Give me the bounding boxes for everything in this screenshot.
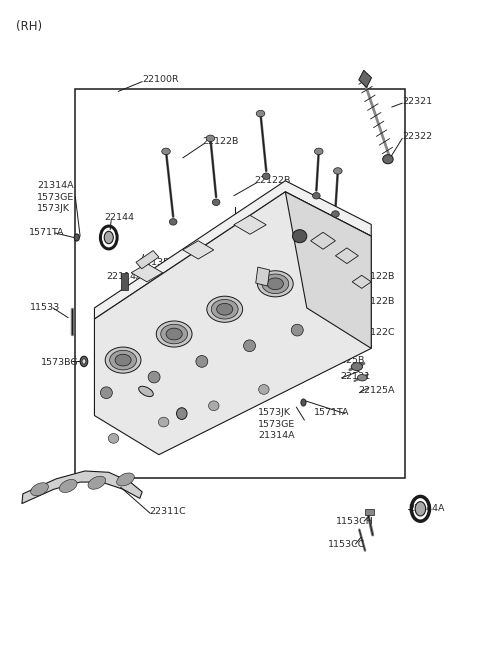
Text: 22122B: 22122B — [359, 272, 395, 281]
Text: 22129: 22129 — [311, 235, 341, 244]
Ellipse shape — [158, 417, 169, 427]
Ellipse shape — [207, 296, 242, 322]
Polygon shape — [336, 248, 359, 263]
Ellipse shape — [169, 219, 177, 225]
Ellipse shape — [196, 356, 208, 367]
Text: 21314A: 21314A — [258, 431, 295, 440]
Text: 22133: 22133 — [245, 282, 275, 291]
Ellipse shape — [358, 375, 367, 381]
Text: 1573GE: 1573GE — [258, 420, 295, 428]
Ellipse shape — [312, 193, 320, 199]
Ellipse shape — [117, 473, 134, 486]
Ellipse shape — [301, 399, 306, 406]
Ellipse shape — [108, 434, 119, 443]
Bar — [365, 509, 373, 515]
Bar — [75, 90, 405, 477]
Polygon shape — [183, 241, 214, 259]
Ellipse shape — [162, 148, 170, 155]
Polygon shape — [95, 192, 371, 455]
Ellipse shape — [206, 135, 215, 141]
Ellipse shape — [291, 324, 303, 336]
Text: 1153CC: 1153CC — [328, 540, 366, 548]
Ellipse shape — [82, 359, 86, 364]
Polygon shape — [22, 471, 142, 504]
Ellipse shape — [351, 363, 363, 371]
Ellipse shape — [148, 371, 160, 383]
Text: 22144A: 22144A — [408, 504, 444, 514]
Ellipse shape — [334, 168, 342, 174]
Ellipse shape — [212, 199, 220, 206]
Text: 22131: 22131 — [340, 372, 371, 381]
Text: 11533: 11533 — [30, 303, 60, 312]
Bar — [120, 273, 128, 290]
Ellipse shape — [177, 407, 187, 419]
Text: 22122B: 22122B — [254, 176, 291, 185]
Ellipse shape — [257, 271, 293, 297]
Text: 22115A: 22115A — [221, 252, 257, 260]
Ellipse shape — [88, 476, 106, 489]
Ellipse shape — [31, 483, 48, 496]
Text: 22113A: 22113A — [147, 416, 183, 424]
Ellipse shape — [208, 401, 219, 411]
Text: 22322: 22322 — [402, 132, 432, 141]
Ellipse shape — [74, 234, 79, 241]
Text: 22122B: 22122B — [202, 137, 238, 146]
Text: 1571TA: 1571TA — [29, 229, 65, 237]
Ellipse shape — [115, 354, 131, 366]
Text: (RH): (RH) — [16, 20, 42, 33]
Bar — [359, 70, 372, 87]
Text: 1153CH: 1153CH — [336, 517, 373, 527]
Polygon shape — [95, 181, 371, 319]
Polygon shape — [234, 215, 266, 234]
Ellipse shape — [262, 274, 289, 293]
Ellipse shape — [383, 155, 393, 164]
Text: 1573BG: 1573BG — [40, 358, 78, 367]
Ellipse shape — [415, 502, 426, 516]
Ellipse shape — [211, 299, 238, 319]
Text: 22144: 22144 — [104, 214, 134, 223]
Text: 22112A: 22112A — [95, 393, 131, 402]
Text: 22122B: 22122B — [292, 217, 329, 226]
Text: 22122C: 22122C — [359, 328, 395, 337]
Polygon shape — [285, 192, 371, 348]
Ellipse shape — [80, 356, 88, 367]
Polygon shape — [131, 263, 163, 282]
Ellipse shape — [314, 148, 323, 155]
Ellipse shape — [332, 211, 339, 217]
Text: 1571TA: 1571TA — [314, 408, 349, 417]
Text: 1573JK: 1573JK — [37, 204, 70, 214]
Ellipse shape — [216, 303, 233, 315]
Text: 22321: 22321 — [402, 98, 432, 106]
Text: 22100R: 22100R — [142, 75, 179, 84]
Text: 22135: 22135 — [140, 258, 170, 267]
Ellipse shape — [156, 321, 192, 347]
Text: 22125B: 22125B — [328, 356, 365, 365]
Polygon shape — [136, 251, 159, 269]
Ellipse shape — [292, 230, 307, 243]
Polygon shape — [311, 233, 336, 250]
Text: 1573GE: 1573GE — [37, 193, 74, 202]
Text: 21314A: 21314A — [37, 181, 74, 190]
Ellipse shape — [100, 387, 112, 399]
Text: 22125A: 22125A — [359, 386, 395, 395]
Ellipse shape — [60, 479, 77, 493]
Text: 22122B: 22122B — [359, 297, 395, 306]
Ellipse shape — [105, 347, 141, 373]
Ellipse shape — [259, 384, 269, 394]
Ellipse shape — [256, 110, 265, 117]
Ellipse shape — [109, 350, 136, 370]
Text: 1573JK: 1573JK — [258, 408, 291, 417]
Text: 22311C: 22311C — [149, 507, 186, 516]
Ellipse shape — [267, 278, 283, 290]
Ellipse shape — [139, 386, 153, 396]
Bar — [256, 267, 270, 286]
Ellipse shape — [263, 173, 270, 179]
Ellipse shape — [161, 324, 188, 344]
Polygon shape — [352, 275, 371, 288]
Ellipse shape — [104, 231, 113, 244]
Text: 22114A: 22114A — [107, 272, 143, 281]
Ellipse shape — [243, 340, 255, 352]
Ellipse shape — [166, 328, 182, 340]
